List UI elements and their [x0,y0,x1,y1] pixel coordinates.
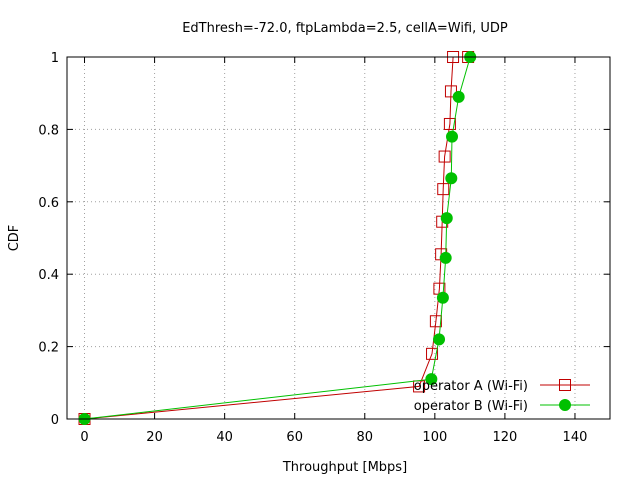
x-axis-label: Throughput [Mbps] [282,460,407,475]
data-point [426,347,439,360]
series-line [84,56,471,420]
x-tick-label: 80 [357,430,374,445]
y-tick-label: 0.2 [38,341,59,356]
y-tick-label: 0.8 [38,123,59,138]
legend-marker [559,399,571,411]
x-tick-label: 140 [563,430,588,445]
legend-marker [559,379,571,391]
data-point [437,183,450,196]
chart-title: EdThresh=-72.0, ftpLambda=2.5, cellA=Wif… [182,21,508,36]
y-tick-label: 1 [51,51,59,66]
data-point [433,333,446,346]
x-tick-label: 120 [492,430,517,445]
data-point [440,212,453,225]
legend: operator A (Wi-Fi) operator B (Wi-Fi) [414,379,590,414]
plot-frame [66,56,611,420]
legend-label: operator A (Wi-Fi) [414,379,528,394]
x-tick-label: 40 [216,430,233,445]
data-point [452,90,465,103]
data-point [445,172,458,185]
y-tick-label: 0.4 [38,268,59,283]
data-point [439,251,452,264]
data-point [425,373,438,386]
axis-tick-labels: 0 20 40 60 80 100 120 140 0 0.2 0.4 0.6 0.8 1 [38,51,587,445]
data-point [443,117,456,130]
y-tick-label: 0 [51,413,59,428]
data-point [436,291,449,304]
x-tick-label: 60 [286,430,303,445]
y-axis-label: CDF [7,225,22,252]
legend-label: operator B (Wi-Fi) [414,399,528,414]
data-point [429,315,442,328]
data-point [438,150,451,163]
x-tick-label: 20 [146,430,163,445]
x-tick-label: 100 [422,430,447,445]
y-tick-label: 0.6 [38,196,59,211]
data-point [446,130,459,143]
x-tick-label: 0 [80,430,88,445]
